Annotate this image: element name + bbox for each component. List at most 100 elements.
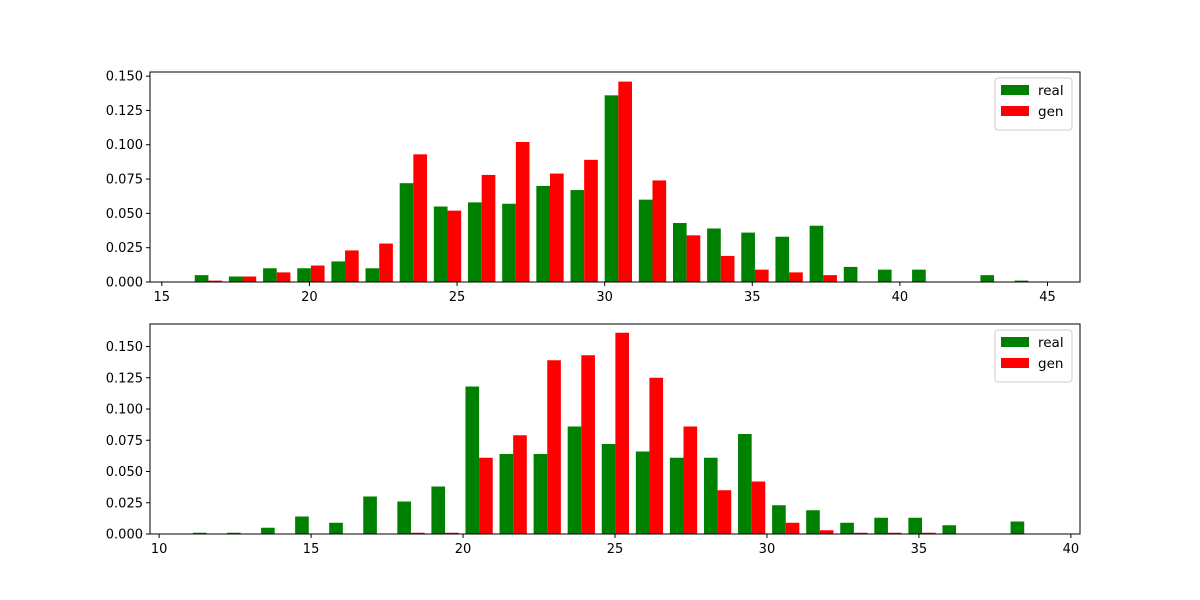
y-tick-label: 0.050 [106, 207, 143, 222]
x-tick-label: 20 [455, 542, 472, 557]
real-bar [604, 95, 619, 282]
gen-bar [652, 180, 667, 282]
gen-bar [345, 250, 359, 282]
gen-bar [413, 154, 428, 282]
real-bar [840, 522, 854, 534]
real-bar [877, 269, 892, 282]
real-bar [261, 527, 275, 534]
x-tick-label: 30 [596, 290, 613, 305]
legend-swatch-real [1001, 85, 1029, 95]
legend-swatch-gen [1001, 106, 1029, 116]
gen-bar [581, 355, 595, 534]
gen-bar [242, 276, 257, 282]
x-tick-label: 15 [303, 542, 320, 557]
y-tick-label: 0.150 [106, 340, 143, 355]
x-tick-label: 35 [744, 290, 761, 305]
real-bar [297, 268, 311, 282]
real-bar [669, 457, 684, 534]
real-bar [468, 202, 482, 282]
real-bar [567, 426, 582, 534]
real-bar [843, 266, 858, 282]
y-tick-label: 0.025 [106, 241, 143, 256]
gen-bar [481, 174, 496, 282]
real-bar [329, 522, 343, 534]
x-tick-label: 25 [607, 542, 624, 557]
real-bar [192, 532, 207, 534]
gen-bar [853, 532, 868, 534]
gen-bar [823, 275, 837, 282]
gen-bar [720, 255, 735, 282]
gen-bar [751, 481, 766, 534]
real-bar [638, 199, 653, 282]
gen-bar [717, 490, 732, 534]
real-bar [707, 228, 721, 282]
real-bar [465, 386, 480, 534]
legend-label-gen: gen [1038, 356, 1063, 372]
bottom-histogram-subplot: 10 15 20 25 30 35 40 0.000 0.025 0.050 0.075 0.100 0… [106, 323, 1081, 557]
gen-bar [445, 532, 459, 534]
real-bar [228, 276, 243, 282]
real-bar [1014, 280, 1029, 282]
top-histogram-subplot: 15 20 25 30 35 40 45 0.000 0.025 0.050 0.075 0.100 0… [106, 70, 1081, 305]
real-bar [806, 510, 820, 534]
real-bar [741, 232, 755, 282]
real-bar [570, 190, 585, 282]
x-tick-label: 30 [759, 542, 776, 557]
real-bar [908, 517, 923, 534]
gen-bar [479, 457, 493, 534]
real-bar [431, 486, 446, 534]
real-bar [499, 454, 514, 534]
legend-swatch-real [1001, 337, 1029, 347]
y-tick-label: 0.125 [106, 104, 143, 119]
gen-bar [584, 159, 598, 282]
gen-bar [683, 426, 698, 534]
y-tick-label: 0.100 [106, 138, 143, 153]
real-bar [809, 225, 824, 282]
real-bar [672, 222, 687, 282]
y-tick-label: 0.050 [106, 465, 143, 480]
real-bar [912, 269, 926, 282]
x-tick-label: 25 [449, 290, 466, 305]
real-bar [980, 275, 995, 282]
y-tick-label: 0.100 [106, 403, 143, 418]
gen-bar [513, 435, 527, 534]
gen-bar [618, 81, 632, 282]
real-bar [942, 525, 957, 534]
gen-bar [887, 532, 902, 534]
gen-bar [515, 142, 530, 282]
x-tick-label: 35 [911, 542, 928, 557]
real-bar [363, 496, 377, 534]
real-bar [601, 444, 616, 534]
real-bar [703, 457, 718, 534]
real-bar [738, 434, 752, 534]
real-bar [263, 268, 277, 282]
legend-label-real: real [1038, 83, 1064, 99]
gen-bar [276, 272, 291, 282]
gen-bar [649, 377, 664, 534]
real-bar [365, 268, 380, 282]
real-bar [194, 275, 209, 282]
real-bar [433, 206, 448, 282]
real-bar [635, 451, 650, 534]
gen-bar [550, 173, 564, 282]
y-tick-label: 0.025 [106, 496, 143, 511]
real-bar [502, 203, 516, 282]
real-bar [1010, 521, 1025, 534]
gen-bar [410, 532, 425, 534]
gen-bar [208, 280, 223, 282]
real-bar [874, 517, 888, 534]
y-tick-label: 0.000 [106, 276, 143, 291]
y-tick-label: 0.075 [106, 173, 143, 188]
x-tick-label: 45 [1039, 290, 1056, 305]
x-tick-label: 15 [154, 290, 171, 305]
y-tick-label: 0.075 [106, 434, 143, 449]
real-bar [226, 532, 241, 534]
real-bar [775, 236, 790, 282]
y-tick-label: 0.125 [106, 371, 143, 386]
legend-label-gen: gen [1038, 104, 1063, 120]
gen-bar [785, 522, 800, 534]
axes-frame [149, 71, 1081, 283]
y-tick-label: 0.150 [106, 70, 143, 85]
gen-bar [547, 360, 561, 534]
